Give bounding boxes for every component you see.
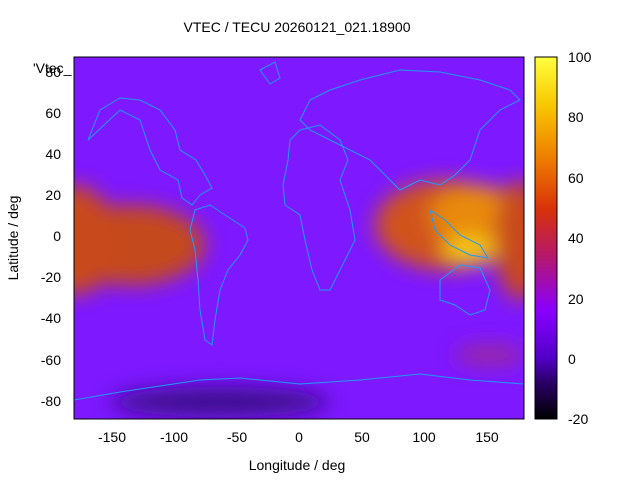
- heatmap-field: [74, 57, 524, 419]
- dateline-anomaly: [495, 180, 524, 300]
- chart-title: VTEC / TECU 20260121_021.18900: [183, 19, 410, 35]
- y-tick-label: -60: [41, 352, 61, 368]
- x-tick-label: -50: [227, 429, 247, 445]
- x-tick-label: -100: [160, 429, 188, 445]
- antarctic-minimum: [110, 387, 330, 417]
- y-tick-label: 60: [45, 105, 61, 121]
- pacific-anomaly-edge: [74, 185, 115, 295]
- y-axis-label: Latitude / deg: [5, 196, 21, 281]
- colorbar-tick-label: -20: [568, 411, 588, 427]
- colorbar-tick-label: 100: [568, 49, 592, 65]
- colorbar: -20 0 20 40 60 80 100: [534, 49, 592, 427]
- coastlines: [74, 61, 524, 401]
- y-tick-label: 40: [45, 146, 61, 162]
- x-tick-label: 100: [412, 429, 436, 445]
- colorbar-tick-label: 0: [568, 351, 576, 367]
- x-tick-label: 150: [475, 429, 499, 445]
- y-tick-label: 0: [53, 228, 61, 244]
- maritime-continent-coast: [429, 208, 490, 259]
- eurasia-coast: [299, 69, 521, 191]
- y-tick-label: -80: [41, 393, 61, 409]
- x-tick-label: 0: [295, 429, 303, 445]
- colorbar-gradient: [534, 56, 558, 420]
- plot-border: [73, 56, 525, 420]
- key-label: 'Vtec_: [33, 60, 72, 76]
- x-axis: -150 -100 -50 0 50 100 150: [98, 429, 499, 445]
- colorbar-tick-label: 80: [568, 109, 584, 125]
- australia-coast: [439, 264, 491, 316]
- x-tick-label: 50: [354, 429, 370, 445]
- africa-coast: [282, 124, 356, 291]
- y-tick-label: 80: [45, 64, 61, 80]
- colorbar-tick-label: 40: [568, 230, 584, 246]
- colorbar-tick-label: 20: [568, 291, 584, 307]
- north-america-coast: [87, 97, 213, 206]
- y-tick-label: -40: [41, 310, 61, 326]
- y-axis: -80 -60 -40 -20 0 20 40 60 80: [41, 64, 61, 409]
- y-tick-label: -20: [41, 269, 61, 285]
- south-america-coast: [189, 204, 249, 346]
- y-tick-label: 20: [45, 187, 61, 203]
- greenland-coast: [259, 61, 281, 85]
- x-tick-label: -150: [98, 429, 126, 445]
- colorbar-tick-label: 60: [568, 170, 584, 186]
- x-axis-label: Longitude / deg: [249, 457, 346, 473]
- antarctica-coast: [74, 373, 524, 401]
- southern-ocean-band: [455, 345, 524, 365]
